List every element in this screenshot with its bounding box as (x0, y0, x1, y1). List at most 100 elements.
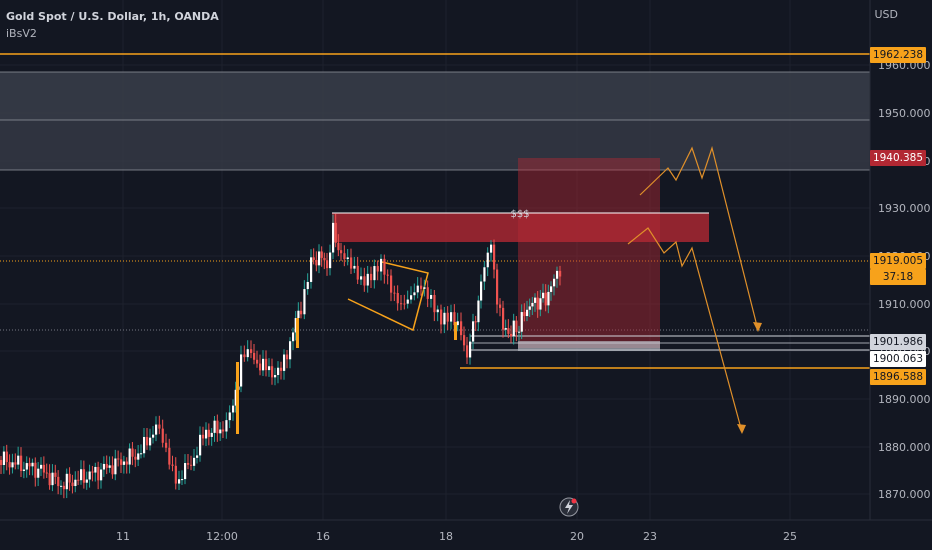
candle-body (553, 278, 556, 287)
candle-body (534, 297, 537, 303)
candle-body (256, 359, 259, 364)
candle-body (117, 458, 120, 460)
candle-body (187, 463, 190, 465)
candle-body (512, 320, 515, 337)
candle-body (14, 462, 17, 465)
candle-body (523, 312, 526, 317)
candle-body (210, 432, 213, 437)
candle-body (234, 389, 237, 406)
candle-body (57, 476, 60, 487)
candle-body (196, 455, 199, 458)
candle-body (340, 250, 343, 254)
candle-body-highlight (236, 362, 239, 434)
flag-pattern[interactable] (347, 261, 429, 332)
candle-body (213, 420, 216, 433)
candle-body (526, 309, 529, 317)
candle-body (146, 436, 149, 446)
candle-body (502, 307, 505, 330)
candle-body (17, 455, 20, 465)
candle-body (383, 258, 386, 275)
candle-body (102, 463, 106, 470)
candle-body (528, 306, 531, 310)
projection-path-down[interactable] (627, 227, 743, 433)
candle-body (326, 260, 329, 269)
resistance-zone-upper (0, 72, 870, 120)
candle-body (396, 292, 399, 304)
candle-body (315, 259, 318, 266)
candle-body (318, 251, 321, 266)
candle-body (559, 270, 562, 277)
candle-body (329, 252, 332, 269)
candle-body (85, 479, 88, 483)
candle-body (94, 466, 97, 473)
candle-body (2, 451, 6, 465)
supply-zone[interactable] (332, 213, 709, 242)
candle-body (140, 453, 143, 455)
candle-body (143, 436, 146, 454)
candle-body (436, 309, 439, 313)
candle-body (193, 457, 196, 466)
candle-body (403, 303, 406, 305)
candle-body (120, 459, 123, 465)
candle-body (469, 341, 472, 358)
candle-body (80, 469, 83, 481)
indicator-name[interactable]: iBsV2 (6, 27, 37, 40)
candle-body (542, 292, 545, 299)
candle-body (456, 321, 459, 326)
candle-body (297, 310, 300, 319)
candle-body (155, 424, 158, 435)
price-tick-label: 1870.000 (878, 488, 931, 501)
candle-body (125, 461, 128, 465)
candle-body (292, 332, 295, 342)
arrow-head-down (737, 424, 746, 434)
candle-body (472, 321, 475, 342)
position-box[interactable] (518, 158, 660, 348)
candle-body (499, 304, 502, 308)
candle-body (360, 276, 363, 280)
candle-body (42, 464, 46, 473)
candlestick-series (0, 213, 562, 499)
candle-body (370, 273, 373, 281)
resistance-zone-lower (0, 120, 870, 170)
candle-body (225, 420, 228, 432)
candle-body (320, 251, 323, 258)
candle-body (386, 274, 389, 276)
candle-body (71, 482, 74, 487)
candle-body (62, 485, 66, 490)
candle-body (353, 265, 356, 269)
projection-path-up[interactable] (639, 145, 759, 331)
candle-body (202, 434, 205, 439)
bolt-icon[interactable] (559, 497, 579, 517)
price-tick-label: 1890.000 (878, 393, 931, 406)
candle-body (22, 469, 26, 471)
candle-body (480, 281, 483, 301)
candle-body (466, 345, 469, 358)
time-axis[interactable]: 11 12:00 16 18 20 23 25 (116, 530, 797, 543)
candle-body (205, 429, 208, 439)
candle-body (433, 295, 436, 313)
demand-zone-fill (518, 341, 660, 351)
candle-body (219, 429, 222, 434)
candle-body (420, 285, 423, 289)
time-tick-label: 16 (316, 530, 330, 543)
price-tick-label: 1910.000 (878, 298, 931, 311)
symbol-title[interactable]: Gold Spot / U.S. Dollar, 1h, OANDA (6, 10, 219, 23)
candle-body (274, 375, 277, 378)
candle-body (228, 412, 231, 421)
candle-body (332, 222, 335, 253)
price-tag-level-bottom: 1896.588 (870, 369, 926, 385)
candle-body (137, 453, 140, 460)
time-tick-label: 18 (439, 530, 453, 543)
price-tag-zone: 1940.385 (870, 150, 926, 166)
candle-body (111, 465, 114, 475)
candle-body (300, 310, 303, 315)
candle-body (131, 448, 134, 457)
candle-body (222, 429, 225, 432)
candle-body (366, 273, 369, 286)
candle-body (134, 456, 137, 460)
candle-body (510, 333, 513, 337)
candle-body (114, 458, 117, 475)
candle-body (393, 292, 396, 294)
candle-body (343, 253, 346, 260)
